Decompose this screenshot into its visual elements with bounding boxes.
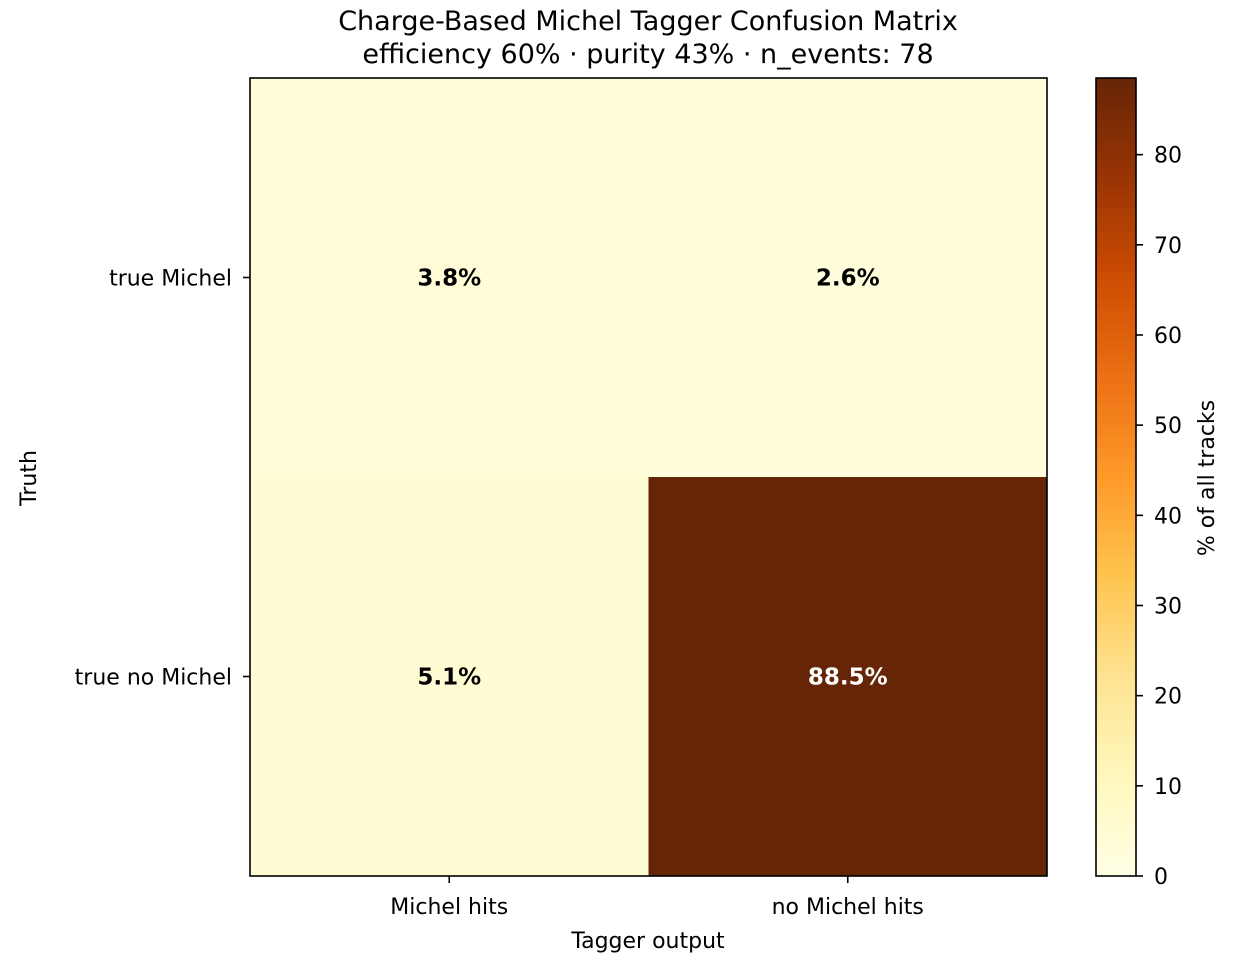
colorbar-tick-label: 30 bbox=[1154, 594, 1182, 619]
chart-subtitle: efficiency 60% · purity 43% · n_events: … bbox=[362, 39, 933, 70]
y-tick-label: true Michel bbox=[109, 267, 232, 292]
colorbar-tick-label: 80 bbox=[1154, 144, 1182, 169]
heatmap-cell bbox=[648, 78, 1047, 477]
x-axis-label: Tagger output bbox=[570, 929, 725, 954]
x-tick-label: no Michel hits bbox=[772, 895, 924, 920]
heatmap-cell bbox=[250, 78, 649, 477]
x-tick-label: Michel hits bbox=[390, 895, 508, 920]
colorbar-tick-label: 10 bbox=[1154, 775, 1182, 800]
cell-value-label: 5.1% bbox=[417, 665, 481, 691]
colorbar-label: % of all tracks bbox=[1195, 400, 1220, 556]
y-axis-ticks: true Michel true no Michel bbox=[75, 267, 250, 691]
heatmap-cell bbox=[250, 477, 649, 876]
colorbar-ticks: 0 10 20 30 40 50 60 70 80 bbox=[1136, 144, 1182, 890]
heatmap-cells: 3.8% 2.6% 5.1% 88.5% bbox=[250, 78, 1047, 876]
cell-value-label: 3.8% bbox=[417, 266, 481, 292]
colorbar-tick-label: 40 bbox=[1154, 504, 1182, 529]
colorbar-tick-label: 0 bbox=[1154, 865, 1168, 890]
colorbar-tick-label: 50 bbox=[1154, 414, 1182, 439]
y-tick-label: true no Michel bbox=[75, 666, 232, 691]
heatmap-cell bbox=[648, 477, 1047, 876]
plot-frame bbox=[249, 77, 1048, 877]
colorbar-tick-label: 20 bbox=[1154, 685, 1182, 710]
colorbar bbox=[1095, 77, 1137, 877]
x-axis-ticks: Michel hits no Michel hits bbox=[390, 876, 924, 920]
y-axis-label: Truth bbox=[17, 450, 42, 507]
cell-value-label: 88.5% bbox=[808, 665, 888, 691]
colorbar-tick-label: 70 bbox=[1154, 234, 1182, 259]
colorbar-tick-label: 60 bbox=[1154, 324, 1182, 349]
cell-value-label: 2.6% bbox=[816, 266, 880, 292]
chart-title: Charge-Based Michel Tagger Confusion Mat… bbox=[338, 6, 958, 37]
